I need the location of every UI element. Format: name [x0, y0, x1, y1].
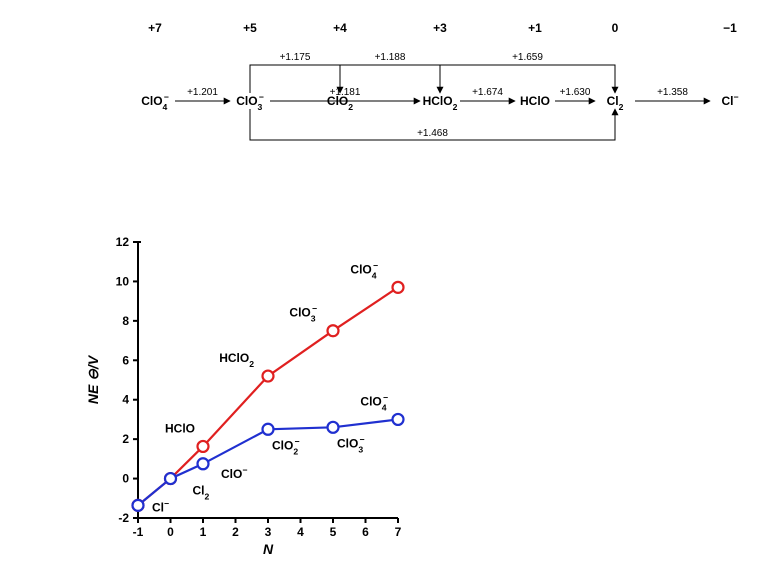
svg-text:3: 3 [265, 525, 272, 539]
frost-diagram: -2024681012-101234567NNE ⊖/VCl−Cl2HClOHC… [80, 230, 410, 560]
svg-text:4: 4 [297, 525, 304, 539]
svg-text:-1: -1 [133, 525, 144, 539]
svg-text:ClO4−: ClO4− [360, 392, 388, 412]
svg-text:5: 5 [330, 525, 337, 539]
svg-text:N: N [263, 541, 274, 557]
svg-text:+1.659: +1.659 [512, 52, 543, 63]
svg-text:10: 10 [116, 274, 130, 288]
svg-text:+1.188: +1.188 [375, 52, 406, 63]
svg-text:Cl−: Cl− [721, 92, 738, 108]
svg-text:HClO2: HClO2 [423, 94, 458, 112]
svg-text:+1.674: +1.674 [472, 87, 503, 98]
svg-text:4: 4 [122, 393, 129, 407]
svg-text:-2: -2 [118, 511, 129, 525]
svg-text:ClO4−: ClO4− [141, 92, 169, 112]
svg-text:+1.358: +1.358 [657, 87, 688, 98]
svg-text:7: 7 [395, 525, 402, 539]
svg-text:12: 12 [116, 235, 130, 249]
svg-text:Cl2: Cl2 [193, 484, 210, 502]
svg-text:HClO: HClO [165, 421, 195, 435]
svg-text:HClO2: HClO2 [219, 351, 254, 369]
svg-text:+1.181: +1.181 [330, 87, 361, 98]
svg-text:+1.630: +1.630 [560, 87, 591, 98]
svg-text:HClO: HClO [520, 94, 550, 108]
svg-text:+3: +3 [433, 21, 447, 35]
svg-text:6: 6 [362, 525, 369, 539]
svg-text:2: 2 [232, 525, 239, 539]
latimer-diagram: +7+5+4+3+10−1ClO4−ClO3−ClO2HClO2HClOCl2C… [0, 10, 762, 190]
svg-text:0: 0 [122, 472, 129, 486]
svg-text:+1: +1 [528, 21, 542, 35]
svg-text:−1: −1 [723, 21, 737, 35]
svg-text:2: 2 [122, 432, 129, 446]
svg-text:+1.201: +1.201 [187, 87, 218, 98]
svg-text:NE ⊖/V: NE ⊖/V [85, 354, 101, 404]
svg-text:0: 0 [612, 21, 619, 35]
svg-text:6: 6 [122, 353, 129, 367]
svg-text:ClO3−: ClO3− [337, 434, 365, 454]
svg-text:+5: +5 [243, 21, 257, 35]
svg-text:8: 8 [122, 314, 129, 328]
svg-text:ClO4−: ClO4− [350, 260, 378, 280]
svg-text:ClO3−: ClO3− [289, 304, 317, 324]
svg-text:1: 1 [200, 525, 207, 539]
svg-text:ClO2−: ClO2− [272, 436, 300, 456]
svg-text:ClO−: ClO− [221, 465, 247, 481]
svg-text:+4: +4 [333, 21, 347, 35]
svg-text:+7: +7 [148, 21, 162, 35]
svg-text:0: 0 [167, 525, 174, 539]
svg-text:+1.468: +1.468 [417, 128, 448, 139]
svg-text:+1.175: +1.175 [280, 52, 311, 63]
figure-container: +7+5+4+3+10−1ClO4−ClO3−ClO2HClO2HClOCl2C… [0, 0, 762, 574]
svg-text:Cl−: Cl− [152, 498, 169, 514]
